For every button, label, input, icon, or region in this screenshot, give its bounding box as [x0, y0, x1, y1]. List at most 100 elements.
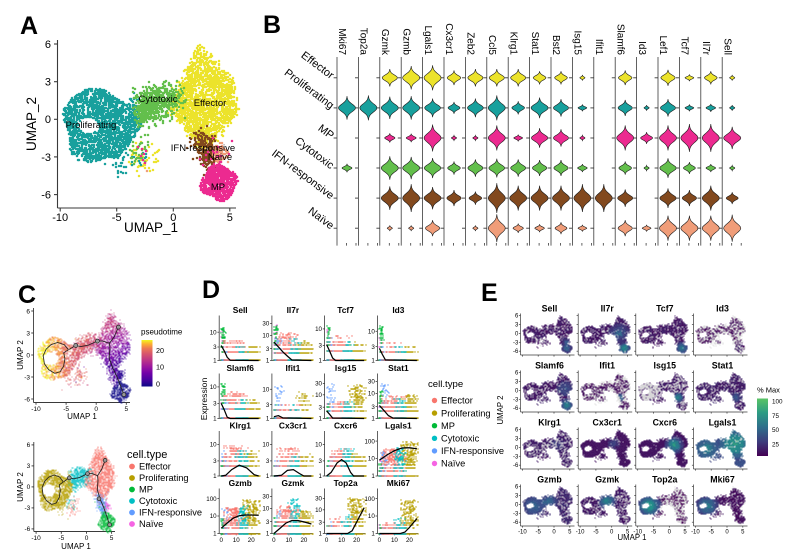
svg-text:pseudotime: pseudotime [141, 328, 183, 337]
svg-text:UMAP 1: UMAP 1 [61, 542, 91, 551]
svg-text:-6: -6 [513, 349, 519, 355]
svg-text:1: 1 [266, 473, 270, 480]
svg-text:5: 5 [124, 406, 128, 413]
svg-text:3: 3 [266, 519, 270, 526]
svg-text:Sell: Sell [233, 305, 248, 315]
svg-text:Mki67: Mki67 [387, 478, 411, 488]
svg-text:10: 10 [315, 442, 322, 449]
svg-text:10: 10 [262, 333, 269, 340]
svg-text:6: 6 [515, 485, 519, 491]
svg-text:Ifit1: Ifit1 [599, 361, 615, 371]
svg-text:10: 10 [262, 387, 269, 394]
svg-text:1: 1 [371, 358, 375, 365]
svg-text:50: 50 [772, 427, 780, 434]
svg-text:-6: -6 [25, 526, 31, 533]
svg-text:3: 3 [266, 402, 270, 409]
svg-text:0: 0 [515, 502, 519, 508]
svg-text:Il7r: Il7r [287, 305, 300, 315]
svg-text:5: 5 [110, 535, 114, 542]
svg-text:Cxcr6: Cxcr6 [653, 418, 678, 428]
svg-text:3: 3 [213, 344, 217, 351]
svg-text:-5: -5 [651, 530, 657, 536]
svg-text:Gzmb: Gzmb [400, 28, 411, 55]
svg-text:30: 30 [315, 381, 322, 388]
svg-text:Slamf6: Slamf6 [535, 361, 564, 371]
svg-text:1: 1 [213, 416, 217, 423]
svg-text:-5: -5 [58, 535, 64, 542]
svg-text:3: 3 [515, 436, 519, 442]
svg-text:Ifit1: Ifit1 [285, 363, 300, 373]
svg-text:-10: -10 [31, 406, 41, 413]
svg-text:5: 5 [568, 530, 572, 536]
svg-text:Gzmk: Gzmk [281, 478, 304, 488]
svg-text:Top2a: Top2a [334, 478, 358, 488]
svg-text:C: C [18, 281, 36, 309]
svg-text:UMAP 2: UMAP 2 [16, 340, 25, 370]
svg-text:1: 1 [266, 416, 270, 423]
svg-text:MP: MP [441, 421, 455, 431]
svg-text:0: 0 [27, 484, 31, 491]
svg-text:Mki67: Mki67 [710, 475, 735, 485]
svg-text:1: 1 [266, 358, 270, 365]
svg-text:20: 20 [248, 537, 255, 544]
svg-text:3: 3 [266, 346, 270, 353]
svg-text:Lgals1: Lgals1 [385, 421, 412, 431]
svg-text:6: 6 [26, 308, 30, 315]
svg-text:10: 10 [233, 537, 240, 544]
svg-text:10: 10 [210, 329, 217, 336]
svg-text:5: 5 [227, 212, 233, 224]
svg-text:10: 10 [391, 537, 398, 544]
svg-text:-3: -3 [513, 454, 519, 460]
svg-text:3: 3 [319, 519, 323, 526]
svg-text:Top2a: Top2a [652, 475, 677, 485]
svg-text:Il7r: Il7r [700, 41, 711, 56]
svg-text:Ccl5: Ccl5 [486, 35, 497, 55]
svg-text:A: A [20, 12, 38, 40]
svg-text:100: 100 [364, 438, 375, 445]
svg-text:0: 0 [94, 406, 98, 413]
svg-text:-3: -3 [25, 505, 31, 512]
svg-text:-6: -6 [41, 189, 51, 201]
svg-text:IFN-responsive: IFN-responsive [139, 508, 202, 518]
svg-text:10: 10 [315, 326, 322, 333]
svg-text:Il7r: Il7r [601, 304, 615, 314]
svg-text:Mki67: Mki67 [336, 28, 347, 55]
svg-text:-10: -10 [633, 530, 642, 536]
svg-text:Cx3cr1: Cx3cr1 [593, 418, 622, 428]
svg-text:6: 6 [515, 428, 519, 434]
svg-text:-3: -3 [41, 152, 51, 164]
svg-text:Cx3cr1: Cx3cr1 [443, 23, 454, 55]
svg-text:Klrg1: Klrg1 [229, 421, 251, 431]
svg-text:1: 1 [213, 358, 217, 365]
svg-text:10: 10 [368, 391, 375, 398]
svg-text:0: 0 [219, 537, 223, 544]
svg-text:Stat1: Stat1 [529, 32, 540, 56]
svg-text:0: 0 [45, 114, 51, 126]
svg-text:1: 1 [213, 473, 217, 480]
svg-text:Slamf6: Slamf6 [226, 363, 254, 373]
svg-text:6: 6 [45, 39, 51, 51]
svg-text:3: 3 [319, 404, 323, 411]
svg-text:10: 10 [262, 442, 269, 449]
svg-text:3: 3 [515, 322, 519, 328]
svg-text:Sell: Sell [542, 304, 558, 314]
svg-text:Stat1: Stat1 [388, 363, 409, 373]
svg-text:3: 3 [27, 463, 31, 470]
svg-text:-3: -3 [513, 340, 519, 346]
svg-text:100: 100 [772, 399, 783, 406]
svg-text:UMAP 2: UMAP 2 [16, 472, 25, 502]
svg-text:0: 0 [515, 331, 519, 337]
svg-text:MP: MP [211, 182, 225, 193]
svg-text:0: 0 [378, 537, 382, 544]
svg-text:Id3: Id3 [716, 304, 729, 314]
svg-text:Isg15: Isg15 [335, 363, 357, 373]
svg-text:3: 3 [26, 330, 30, 337]
svg-text:10: 10 [285, 537, 292, 544]
svg-text:-10: -10 [691, 530, 700, 536]
svg-text:Top2a: Top2a [358, 28, 369, 56]
svg-text:-5: -5 [593, 530, 599, 536]
svg-text:-5: -5 [112, 212, 122, 224]
svg-text:Klrg1: Klrg1 [538, 418, 561, 428]
svg-text:30: 30 [315, 496, 322, 503]
svg-text:Lef1: Lef1 [657, 36, 668, 56]
